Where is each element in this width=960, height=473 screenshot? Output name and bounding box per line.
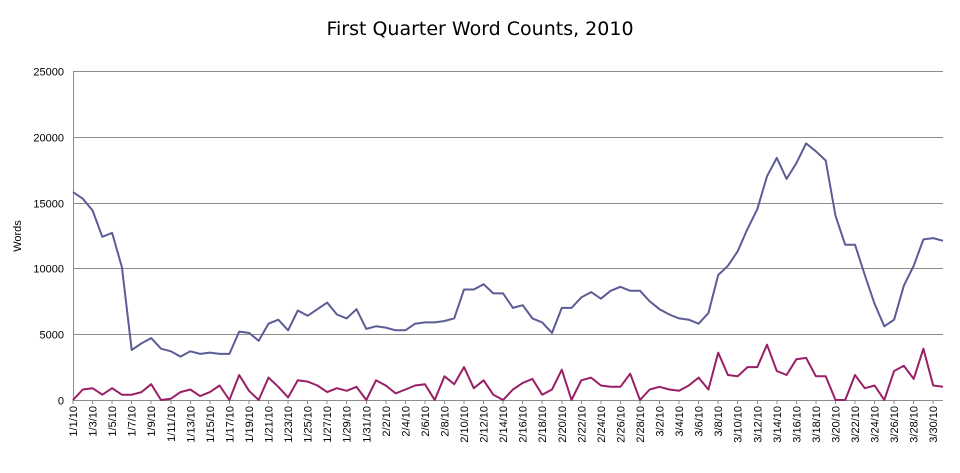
x-tick-label: 2/6/10: [420, 406, 432, 437]
x-tick-label: 2/26/10: [615, 406, 627, 443]
x-tick-label: 3/18/10: [811, 406, 823, 443]
y-tick-label: 5000: [40, 330, 64, 342]
x-tick-label: 2/12/10: [479, 406, 491, 443]
x-tick-label: 1/21/10: [264, 406, 276, 443]
y-tick-labels: 0 5000 10000 15000 20000 25000: [33, 67, 64, 408]
x-tick-label: 1/11/10: [166, 406, 178, 442]
x-tick-label: 2/2/10: [381, 406, 393, 437]
x-tick-label: 3/12/10: [752, 406, 764, 443]
x-tick-label: 3/26/10: [889, 406, 901, 443]
x-tick-label: 1/25/10: [303, 406, 315, 443]
chart-title: First Quarter Word Counts, 2010: [326, 18, 633, 40]
x-tick-label: 2/24/10: [596, 406, 608, 443]
x-tick-label: 3/14/10: [772, 406, 784, 443]
x-tick-label: 2/8/10: [439, 406, 451, 437]
x-tick-label: 1/23/10: [283, 406, 295, 443]
x-tick-label: 1/19/10: [244, 406, 256, 443]
y-axis-label: Words: [12, 220, 24, 252]
gridlines: [73, 71, 943, 401]
series-lines: [72, 142, 944, 401]
x-tick-label: 1/29/10: [342, 406, 354, 443]
x-tick-label: 2/10/10: [459, 406, 471, 443]
x-tick-label: 3/24/10: [870, 406, 882, 443]
x-tick-label: 2/20/10: [557, 406, 569, 443]
x-tick-label: 3/2/10: [655, 406, 667, 437]
x-tick-label: 3/6/10: [694, 406, 706, 437]
y-tick-label: 20000: [33, 133, 64, 145]
x-tick-label: 1/27/10: [322, 406, 334, 443]
y-tick-label: 25000: [33, 67, 64, 79]
x-tick-label: 2/16/10: [518, 406, 530, 443]
series-line-2: [72, 343, 944, 401]
x-tick-label: 1/5/10: [107, 406, 119, 437]
x-tick-label: 1/13/10: [185, 406, 197, 443]
x-tick-label: 1/1/10: [68, 406, 80, 437]
x-tick-label: 2/22/10: [576, 406, 588, 443]
x-tick-label: 3/8/10: [713, 406, 725, 437]
x-tick-label: 3/20/10: [830, 406, 842, 443]
x-tick-label: 3/10/10: [733, 406, 745, 443]
x-tick-label: 1/9/10: [146, 406, 158, 437]
x-tick-label: 1/15/10: [205, 406, 217, 443]
x-tick-label: 2/14/10: [498, 406, 510, 443]
y-tick-label: 0: [58, 396, 64, 408]
x-tick-label: 3/16/10: [791, 406, 803, 443]
x-tick-label: 1/31/10: [361, 406, 373, 443]
x-tick-labels: 1/1/10 1/3/10 1/5/10 1/7/10 1/9/10 1/11/10 1/1…: [68, 400, 940, 443]
series-line-1: [72, 142, 944, 358]
x-tick-label: 2/18/10: [537, 406, 549, 443]
x-tick-label: 1/3/10: [88, 406, 100, 437]
x-tick-label: 3/30/10: [928, 406, 940, 443]
y-tick-label: 10000: [33, 264, 64, 276]
x-tick-label: 3/22/10: [850, 406, 862, 443]
y-tick-label: 15000: [33, 199, 64, 211]
x-tick-label: 1/17/10: [224, 406, 236, 443]
x-tick-label: 2/4/10: [400, 406, 412, 437]
x-tick-label: 1/7/10: [127, 406, 139, 437]
x-tick-label: 3/4/10: [674, 406, 686, 437]
x-tick-label: 2/28/10: [635, 406, 647, 443]
x-tick-label: 3/28/10: [909, 406, 921, 443]
